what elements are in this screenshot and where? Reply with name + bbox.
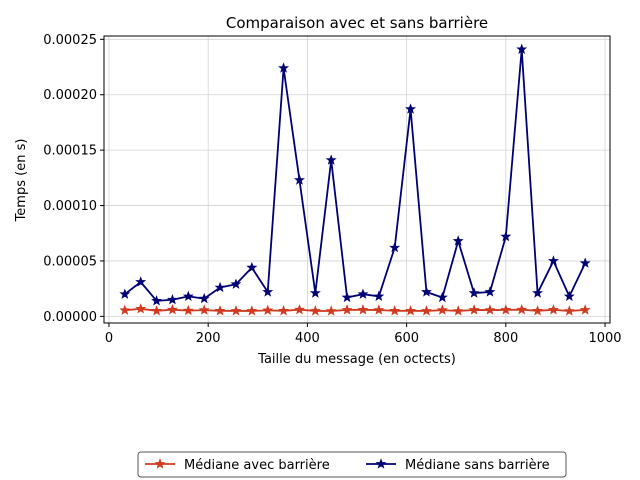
data-point (278, 62, 290, 73)
data-point (309, 287, 321, 298)
data-point (436, 304, 448, 315)
y-tick-label: 0.00015 (43, 144, 97, 159)
data-point (452, 305, 464, 316)
y-axis: 0.00000 0.00005 0.00010 0.00015 0.00020 0.000… (43, 33, 104, 325)
data-point (357, 288, 369, 299)
data-point (166, 303, 178, 315)
data-point (262, 304, 274, 316)
data-point (198, 292, 210, 304)
data-point (579, 304, 591, 315)
legend-label-avec: Médiane avec barrière (184, 458, 330, 473)
data-point (484, 286, 496, 297)
y-tick-label: 0.00010 (43, 199, 97, 214)
data-point (341, 304, 353, 315)
data-point (182, 290, 194, 302)
legend-marker-sans (375, 458, 387, 469)
x-tick-label: 400 (295, 331, 320, 346)
data-point (563, 305, 575, 316)
data-point (547, 304, 559, 315)
x-tick-label: 200 (196, 331, 221, 346)
legend-label-sans: Médiane sans barrière (405, 458, 550, 473)
data-point (198, 304, 210, 315)
y-tick-label: 0.00000 (43, 310, 97, 325)
data-point (405, 103, 417, 114)
data-point (500, 230, 512, 242)
data-point (341, 291, 353, 303)
data-point (484, 304, 496, 315)
data-point (278, 305, 290, 316)
plot-frame (103, 35, 611, 324)
data-point (262, 286, 274, 297)
data-point (532, 305, 544, 316)
data-point (166, 293, 178, 305)
data-point (389, 305, 401, 316)
legend: Médiane avec barrière Médiane sans barri… (137, 451, 567, 478)
data-point (325, 154, 337, 165)
chart-title: Comparaison avec et sans barrière (226, 14, 488, 32)
data-point (151, 305, 163, 316)
x-axis-label: Taille du message (en octects) (257, 352, 456, 367)
data-point (214, 281, 226, 293)
data-point (119, 288, 131, 299)
y-axis-label: Temps (en s) (14, 139, 29, 223)
data-point (532, 287, 544, 298)
y-tick-label: 0.00025 (43, 33, 97, 48)
data-point (500, 304, 512, 315)
x-tick-label: 600 (394, 331, 419, 346)
data-point (420, 286, 432, 297)
data-point (436, 291, 448, 303)
data-point (293, 303, 305, 315)
data-point (214, 305, 226, 316)
data-point (405, 305, 417, 316)
data-point (309, 305, 321, 316)
data-point (468, 304, 480, 315)
data-point (373, 290, 385, 302)
y-tick-label: 0.00005 (43, 254, 97, 269)
data-point (325, 305, 337, 316)
data-point (230, 305, 242, 316)
data-point (516, 43, 528, 54)
data-point (452, 235, 464, 246)
data-point (563, 290, 575, 302)
data-point (135, 276, 147, 287)
data-point (182, 304, 194, 316)
x-tick-label: 1000 (588, 331, 621, 346)
data-point (516, 303, 528, 315)
data-point (246, 305, 258, 316)
data-point (468, 287, 480, 298)
data-point (420, 305, 432, 316)
data-point (246, 261, 258, 273)
legend-box (137, 451, 567, 478)
data-point (135, 303, 147, 314)
data-point (119, 304, 131, 315)
data-point (230, 278, 242, 289)
x-tick-label: 0 (105, 331, 113, 346)
data-point (547, 255, 559, 266)
x-axis: 0 200 400 600 800 1000 (105, 323, 622, 346)
y-tick-label: 0.00020 (43, 88, 97, 103)
data-point (579, 257, 591, 268)
legend-marker-avec (154, 458, 166, 469)
data-point (373, 304, 385, 315)
data-point (293, 174, 305, 185)
x-tick-label: 800 (493, 331, 518, 346)
data-point (389, 241, 401, 253)
data-point (151, 295, 163, 306)
data-point (357, 304, 369, 315)
series-layer (119, 43, 591, 316)
grid (104, 36, 610, 323)
